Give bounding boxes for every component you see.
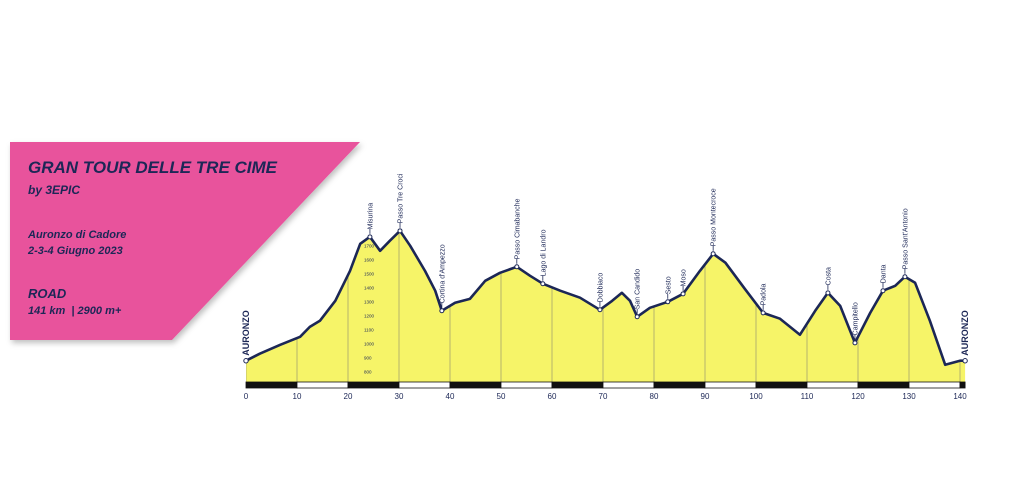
y-tick-label: 1600 — [364, 257, 375, 262]
x-tick-label: 120 — [851, 392, 865, 401]
waypoint — [902, 274, 908, 280]
distance-bar-segment — [347, 381, 400, 389]
x-tick-label: 100 — [749, 392, 763, 401]
waypoint — [825, 290, 831, 296]
x-tick-label: 10 — [293, 392, 302, 401]
distance-bar-segment — [908, 381, 961, 389]
x-tick-label: 140 — [953, 392, 967, 401]
y-tick-label: 1700 — [364, 243, 375, 248]
waypoint — [852, 340, 858, 346]
info-panel — [10, 142, 360, 340]
waypoint — [514, 264, 520, 270]
y-tick-label: 1500 — [364, 271, 375, 276]
y-tick-label: 1000 — [364, 341, 375, 346]
panel-location: Auronzo di Cadore — [27, 229, 126, 241]
distance-bar-segment — [500, 381, 553, 389]
waypoint-label: Dobbiaco — [597, 273, 604, 303]
y-tick-label: 1100 — [364, 327, 374, 332]
end-label: AURONZO — [960, 310, 970, 356]
waypoint-label: Padola — [761, 283, 768, 305]
distance-bar-segment — [755, 381, 808, 389]
distance-bar-segment — [551, 381, 604, 389]
waypoint-label: San Candido — [635, 269, 642, 310]
waypoint-label: Danta — [880, 264, 887, 283]
waypoint-label: Costa — [825, 267, 832, 285]
x-tick-label: 70 — [599, 392, 608, 401]
distance-bar-segment — [704, 381, 757, 389]
waypoint — [680, 291, 686, 297]
distance-bar-segment — [296, 381, 349, 389]
distance-bar-segment — [245, 381, 298, 389]
panel-category: ROAD — [28, 286, 67, 301]
waypoint-label: Passo Cimabanche — [514, 198, 521, 259]
waypoint — [540, 281, 546, 287]
waypoint — [760, 310, 766, 316]
distance-bar-segment — [806, 381, 859, 389]
distance-bar-segment — [959, 381, 966, 389]
y-tick-label: 1300 — [364, 299, 375, 304]
waypoint — [634, 314, 640, 320]
x-tick-label: 90 — [701, 392, 710, 401]
endpoint — [243, 358, 249, 364]
waypoint-label: Misurina — [367, 203, 374, 230]
y-tick-label: 800 — [364, 369, 372, 374]
waypoint-label: Passo Montecroce — [711, 188, 718, 246]
x-tick-label: 130 — [902, 392, 916, 401]
waypoint — [597, 307, 603, 313]
waypoint-label: Sesto — [665, 276, 672, 294]
distance-bar-segment — [449, 381, 502, 389]
waypoint-label: Moso — [681, 269, 688, 286]
waypoint-label: Campitello — [852, 302, 859, 335]
x-tick-label: 110 — [801, 392, 814, 401]
waypoint — [880, 288, 886, 294]
x-tick-label: 50 — [497, 392, 506, 401]
waypoint — [710, 251, 716, 257]
x-tick-label: 0 — [244, 392, 249, 401]
x-tick-label: 80 — [650, 392, 659, 401]
endpoint — [962, 358, 968, 364]
waypoint-label: Passo Sant'Antonio — [902, 208, 909, 269]
waypoint — [439, 308, 445, 314]
y-tick-label: 1400 — [364, 285, 375, 290]
panel-subtitle: by 3EPIC — [28, 183, 80, 197]
distance-bar-segment — [857, 381, 910, 389]
distance-bar-segment — [398, 381, 451, 389]
waypoint — [367, 234, 373, 240]
waypoint-label: Cortina d'Ampezzo — [439, 244, 446, 303]
panel-dates: 2-3-4 Giugno 2023 — [27, 245, 123, 257]
x-tick-label: 40 — [446, 392, 455, 401]
distance-bar-segment — [602, 381, 655, 389]
y-tick-label: 1200 — [364, 313, 375, 318]
waypoint-label: Passo Tre Croci — [398, 173, 405, 223]
x-tick-label: 20 — [344, 392, 353, 401]
start-label: AURONZO — [241, 310, 251, 356]
waypoint-label: Lago di Landro — [540, 229, 547, 276]
x-tick-label: 30 — [395, 392, 404, 401]
waypoint — [397, 228, 403, 234]
waypoint — [665, 299, 671, 305]
x-tick-label: 60 — [548, 392, 557, 401]
y-tick-label: 900 — [364, 355, 372, 360]
panel-stats: 141 km | 2900 m+ — [28, 305, 122, 317]
panel-title: GRAN TOUR DELLE TRE CIME — [28, 158, 278, 177]
distance-bar-segment — [653, 381, 706, 389]
